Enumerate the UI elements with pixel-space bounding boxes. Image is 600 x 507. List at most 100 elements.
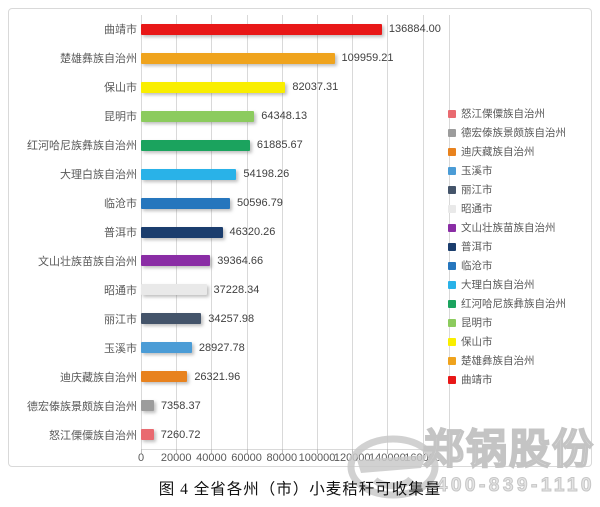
bar-保山市[interactable]	[141, 81, 286, 93]
bar-value-label: 28927.78	[198, 341, 245, 354]
legend-label: 保山市	[461, 336, 493, 348]
x-tick-label: 120000	[333, 452, 371, 464]
bar-曲靖市[interactable]	[141, 23, 382, 35]
bar-value-label: 7260.72	[160, 428, 201, 441]
bar-value-label: 64348.13	[261, 110, 308, 123]
gridline	[317, 15, 318, 449]
legend-item-昭通市[interactable]: 昭通市	[448, 199, 590, 218]
legend-swatch-icon	[448, 318, 456, 327]
legend-swatch-icon	[448, 261, 456, 270]
bar-value-label: 50596.79	[237, 197, 283, 210]
legend-label: 丽江市	[461, 184, 493, 196]
legend-swatch-icon	[448, 337, 456, 346]
category-label: 丽江市	[104, 313, 137, 326]
legend-swatch-icon	[448, 147, 456, 156]
x-tick-label: 40000	[196, 452, 227, 464]
bar-临沧市[interactable]	[141, 197, 231, 209]
category-label: 德宏傣族景颇族自治州	[27, 400, 137, 413]
legend-label: 红河哈尼族彝族自治州	[461, 298, 566, 310]
category-label: 大理白族自治州	[60, 169, 137, 182]
bar-value-label: 26321.96	[194, 370, 241, 383]
bar-value-label: 82037.31	[292, 81, 339, 94]
legend-swatch-icon	[448, 242, 456, 251]
bar-德宏傣族景颇族自治州[interactable]	[141, 400, 154, 412]
legend-label: 曲靖市	[461, 374, 493, 386]
axis-tick	[281, 449, 283, 454]
bar-玉溪市[interactable]	[141, 342, 192, 354]
x-tick-label: 80000	[266, 452, 298, 464]
legend-item-曲靖市[interactable]: 曲靖市	[448, 370, 590, 389]
legend-swatch-icon	[448, 128, 456, 137]
bar-value-label: 54198.26	[243, 168, 290, 181]
legend: 怒江傈僳族自治州德宏傣族景颇族自治州迪庆藏族自治州 玉溪市丽江市昭通市文山壮族苗族…	[448, 104, 590, 389]
category-label: 怒江傈僳族自治州	[49, 429, 137, 442]
y-axis-category-labels: 曲靖市 楚雄彝族自治州 保山市 昆明市 红河哈尼族彝族自治州 大理白族自治州 临沧市 普洱市文…	[11, 15, 137, 449]
legend-label: 文山壮族苗族自治州	[461, 222, 556, 234]
x-axis-tick-labels: 0 20000 40000 60000 80000 100000 120000 140000 1…	[137, 452, 461, 468]
legend-item-德宏傣族景颇族自治州[interactable]: 德宏傣族景颇族自治州	[448, 123, 590, 142]
bar-普洱市[interactable]	[141, 226, 223, 238]
legend-item-楚雄彝族自治州[interactable]: 楚雄彝族自治州	[448, 351, 590, 370]
legend-swatch-icon	[448, 356, 456, 365]
bar-迪庆藏族自治州[interactable]	[141, 371, 188, 383]
axis-tick	[176, 449, 178, 454]
legend-item-昆明市[interactable]: 昆明市	[448, 313, 590, 332]
bar-楚雄彝族自治州[interactable]	[141, 52, 335, 64]
x-tick-label: 100000	[298, 452, 336, 464]
plot-area: 136884.00 109959.21 82037.31 64348.13 61885.…	[141, 15, 450, 454]
legend-label: 迪庆藏族自治州	[461, 146, 535, 158]
legend-item-迪庆藏族自治州[interactable]: 迪庆藏族自治州	[448, 142, 590, 161]
legend-swatch-icon	[448, 223, 456, 232]
legend-item-临沧市[interactable]: 临沧市	[448, 256, 590, 275]
category-label: 红河哈尼族彝族自治州	[27, 140, 137, 153]
legend-swatch-icon	[448, 280, 456, 289]
x-tick-label: 0	[137, 452, 145, 464]
bar-文山壮族苗族自治州[interactable]	[141, 255, 211, 267]
legend-swatch-icon	[448, 109, 456, 118]
x-tick-label: 140000	[369, 452, 406, 464]
gridline	[246, 15, 248, 449]
legend-label: 楚雄彝族自治州	[461, 355, 535, 367]
category-label: 普洱市	[104, 227, 137, 239]
bar-怒江傈僳族自治州[interactable]	[141, 429, 154, 441]
category-label: 迪庆藏族自治州	[60, 371, 137, 384]
category-label: 昆明市	[104, 111, 137, 124]
category-label: 文山壮族苗族自治州	[38, 255, 137, 268]
bar-丽江市[interactable]	[141, 313, 202, 325]
legend-swatch-icon	[448, 185, 456, 194]
category-label: 保山市	[104, 82, 137, 95]
legend-label: 普洱市	[461, 241, 493, 253]
bar-昆明市[interactable]	[141, 110, 255, 122]
legend-item-保山市[interactable]: 保山市	[448, 332, 590, 351]
legend-item-玉溪市[interactable]: 玉溪市	[448, 161, 590, 180]
category-label: 临沧市	[104, 198, 137, 211]
bar-红河哈尼族彝族自治州[interactable]	[141, 139, 250, 151]
legend-item-普洱市[interactable]: 普洱市	[448, 237, 590, 256]
bar-value-label: 136884.00	[388, 23, 441, 36]
legend-item-大理白族自治州[interactable]: 大理白族自治州	[448, 275, 590, 294]
legend-item-文山壮族苗族自治州[interactable]: 文山壮族苗族自治州	[448, 218, 590, 237]
bar-value-label: 39364.66	[217, 254, 264, 267]
bar-昭通市[interactable]	[141, 284, 207, 296]
legend-label: 大理白族自治州	[461, 279, 535, 291]
legend-item-红河哈尼族彝族自治州[interactable]: 红河哈尼族彝族自治州	[448, 294, 590, 313]
gridline	[352, 15, 354, 449]
x-tick-label: 160000	[404, 452, 441, 464]
x-tick-label: 60000	[231, 452, 262, 464]
legend-label: 玉溪市	[461, 165, 493, 177]
bar-value-label: 7358.37	[160, 399, 201, 412]
gridline	[281, 15, 283, 449]
legend-item-怒江傈僳族自治州[interactable]: 怒江傈僳族自治州	[448, 104, 590, 123]
bar-value-label: 34257.98	[208, 312, 255, 325]
legend-label: 怒江傈僳族自治州	[461, 108, 545, 120]
legend-swatch-icon	[448, 166, 456, 175]
category-label: 玉溪市	[104, 342, 137, 355]
legend-item-丽江市[interactable]: 丽江市	[448, 180, 590, 199]
gridline	[422, 15, 424, 449]
category-label: 昭通市	[104, 284, 137, 297]
figure-caption: 图 4 全省各州（市）小麦秸秆可收集量	[158, 481, 442, 498]
bar-大理白族自治州[interactable]	[141, 168, 237, 180]
category-label: 曲靖市	[104, 24, 137, 37]
bar-value-label: 37228.34	[213, 283, 260, 296]
legend-label: 临沧市	[461, 260, 493, 272]
